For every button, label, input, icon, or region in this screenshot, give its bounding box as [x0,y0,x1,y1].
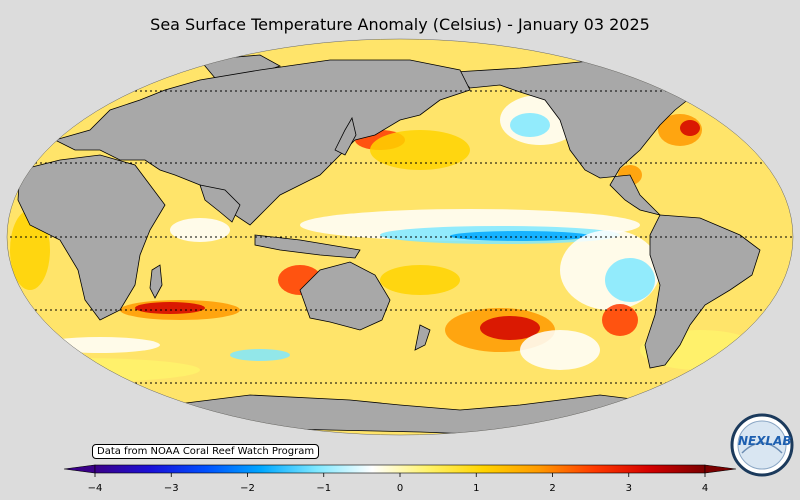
anomaly-patch [170,218,230,242]
globe-outline [6,38,794,436]
new-zealand [414,324,431,351]
colorbar [63,464,737,477]
anomaly-patch [520,330,600,370]
anomaly-patch [450,231,590,241]
eurasia [53,59,471,226]
data-credit-box: Data from NOAA Coral Reef Watch Program [92,444,320,459]
anomaly-patch [605,258,655,302]
colorbar-tick-label: 4 [701,483,709,494]
colorbar-tick-label: −1 [316,483,332,494]
anomaly-patch [510,113,550,137]
colorbar-tick-label: 1 [473,483,480,494]
colorbar-tick-label: 0 [396,483,404,494]
india [199,184,241,223]
nexlab-logo [730,413,794,477]
anomaly-patch [135,302,205,314]
madagascar [149,264,163,299]
colorbar-tick-label: −2 [240,483,255,494]
japan [334,116,357,156]
anomaly-patch [380,265,460,295]
map-title: Sea Surface Temperature Anomaly (Celsius… [150,15,650,34]
colorbar-min-arrow [63,464,96,474]
colorbar-bar [94,464,706,474]
anomaly-patch [370,130,470,170]
colorbar-tick-label: 2 [549,483,556,494]
colorbar-tick-label: −4 [87,483,103,494]
south-america [644,214,761,369]
nexlab-logo-text: NEXLAB [738,434,792,448]
anomaly-patch [480,316,540,340]
anomaly-patch [230,349,290,361]
colorbar-tick-label: −3 [163,483,179,494]
colorbar-max-arrow [704,464,737,474]
colorbar-tick-label: 3 [625,483,632,494]
anomaly-patch [680,120,700,136]
colorbar-ticks [94,473,706,477]
indonesia [254,234,361,259]
anomaly-patch [40,337,160,353]
anomaly-patch [602,304,638,336]
